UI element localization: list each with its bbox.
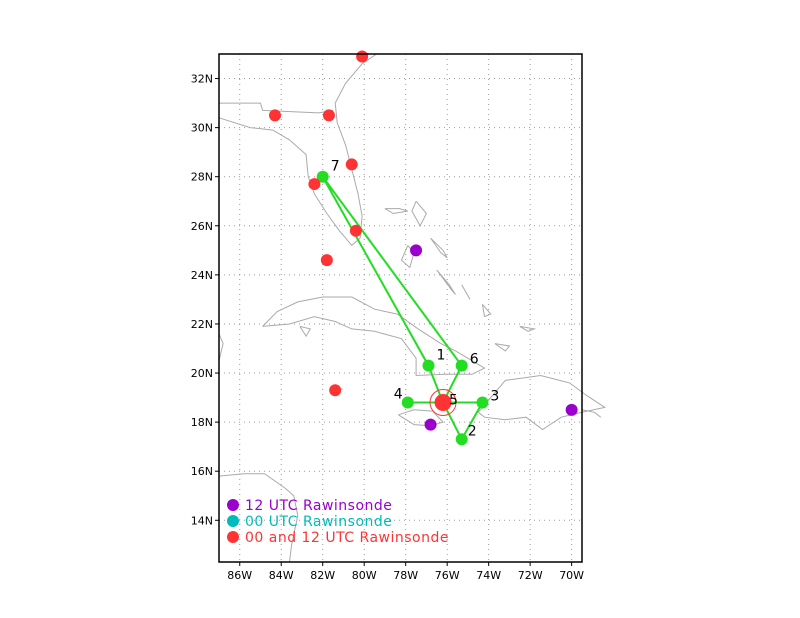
rawinsonde-00-12utc-marker — [269, 109, 282, 122]
x-tick-label: 82W — [310, 569, 335, 582]
waypoint-labels: 1 2 3 4 5 6 7 — [331, 159, 500, 440]
legend-marker — [227, 499, 239, 511]
storm-center-marker — [434, 393, 452, 411]
flight-waypoint-3 — [476, 396, 489, 409]
bahamas-acklins — [481, 303, 492, 318]
y-tick-label: 18N — [191, 416, 213, 429]
rawinsonde-00-12utc-marker — [345, 158, 358, 171]
x-tick-label: 78W — [393, 569, 418, 582]
flight-waypoint-1 — [422, 359, 435, 372]
isla-juventud — [299, 325, 312, 338]
y-tick-label: 26N — [191, 220, 213, 233]
y-tick-label: 14N — [191, 514, 213, 527]
yucatan-coast — [218, 333, 224, 361]
cuba-coast — [262, 296, 486, 377]
x-tick-label: 72W — [518, 569, 543, 582]
flight-waypoint-6 — [455, 359, 468, 372]
rawinsonde-00-12utc-marker — [349, 224, 362, 237]
bahamas-grand — [384, 208, 408, 215]
x-tick-label: 86W — [227, 569, 252, 582]
rawinsonde-00-12utc-marker — [322, 109, 335, 122]
x-tick-label: 80W — [352, 569, 377, 582]
state-border — [219, 102, 334, 114]
waypoint-label-6: 6 — [470, 352, 479, 368]
y-tick-label: 16N — [191, 465, 213, 478]
x-tick-label: 84W — [269, 569, 294, 582]
y-tick-label: 20N — [191, 367, 213, 380]
bahamas-long — [461, 284, 471, 300]
bahamas-eleuthera — [430, 237, 448, 259]
turks-caicos — [519, 325, 537, 332]
waypoint-label-7: 7 — [331, 159, 340, 175]
y-tick-label: 24N — [191, 269, 213, 282]
legend-label: 12 UTC Rawinsonde — [245, 498, 392, 514]
hispaniola-coast — [477, 374, 607, 431]
flight-waypoint-4 — [401, 396, 414, 409]
map-points — [269, 50, 578, 446]
rawinsonde-00-12utc-marker — [329, 384, 342, 397]
waypoint-label-2: 2 — [468, 423, 477, 439]
legend-marker — [227, 515, 239, 527]
coastlines — [218, 53, 607, 563]
rawinsonde-12utc-marker — [565, 403, 578, 416]
legend-label: 00 and 12 UTC Rawinsonde — [245, 530, 449, 546]
x-tick-label: 76W — [435, 569, 460, 582]
rawinsonde-12utc-marker — [424, 418, 437, 431]
bahamas-inagua — [494, 343, 511, 352]
grid-lines — [219, 54, 582, 562]
y-tick-label: 30N — [191, 122, 213, 135]
y-tick-label: 28N — [191, 171, 213, 184]
honduras-coast — [218, 473, 295, 497]
y-tick-label: 22N — [191, 318, 213, 331]
jamaica-coast — [398, 409, 444, 427]
rawinsonde-00-12utc-marker — [356, 50, 369, 63]
rawinsonde-12utc-marker — [410, 244, 423, 257]
bahamas-exuma — [436, 269, 456, 295]
axis-ticks: 86W 84W 82W 80W 78W 76W 74W 72W 70W 14N 16N 18N 20N 2… — [191, 73, 584, 582]
flight-waypoint-2 — [455, 433, 468, 446]
x-tick-label: 70W — [559, 569, 584, 582]
flight-waypoint-7 — [316, 170, 329, 183]
rawinsonde-00-12utc-marker — [320, 254, 333, 267]
waypoint-label-1: 1 — [437, 348, 446, 364]
storm-ring — [429, 388, 457, 416]
rawinsonde-00-12utc-marker — [308, 178, 321, 191]
legend-label: 00 UTC Rawinsonde — [245, 514, 392, 530]
waypoint-label-4: 4 — [394, 386, 403, 402]
florida-coast — [218, 53, 377, 247]
nicaragua-coast — [289, 495, 299, 563]
map-frame — [218, 53, 583, 563]
legend-marker — [227, 531, 239, 543]
y-tick-label: 32N — [191, 73, 213, 86]
waypoint-label-3: 3 — [490, 388, 499, 404]
waypoint-label-5: 5 — [449, 392, 458, 408]
bahamas-abaco — [411, 200, 427, 227]
x-tick-label: 74W — [476, 569, 501, 582]
puerto-rico-coast — [581, 409, 602, 418]
